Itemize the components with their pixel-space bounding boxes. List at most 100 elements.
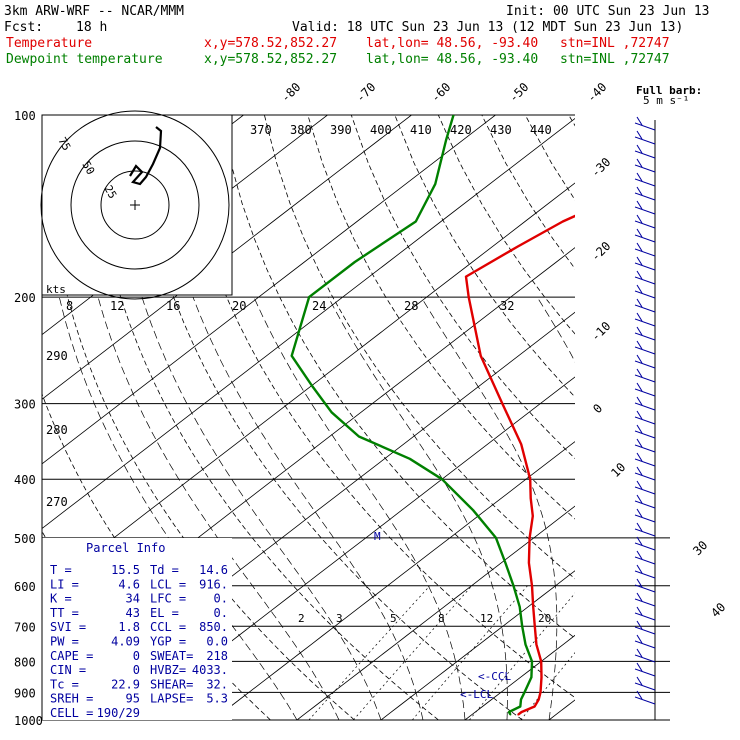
parcel-cell-4-0: SVI = bbox=[50, 620, 86, 634]
theta-label-410: 410 bbox=[410, 123, 432, 137]
temperature-point-21 bbox=[516, 245, 519, 248]
dew-xy: x,y=578.52,852.27 bbox=[204, 52, 337, 67]
dewpoint-point-3 bbox=[520, 698, 522, 701]
temperature-point-19 bbox=[467, 296, 470, 298]
wind-barb-feather bbox=[636, 354, 643, 364]
legend-dewpoint: Dewpoint temperature bbox=[6, 52, 163, 67]
wind-barb bbox=[634, 150, 656, 159]
parcel-info-title: Parcel Info bbox=[86, 541, 165, 555]
temperature-point-17 bbox=[501, 402, 504, 405]
wind-barb-feather bbox=[636, 340, 643, 350]
theta-label-430: 430 bbox=[490, 123, 512, 137]
wind-barb-feather bbox=[636, 298, 643, 308]
parcel-info-background bbox=[42, 538, 232, 720]
wind-barb bbox=[634, 598, 656, 607]
temperature-point-11 bbox=[528, 562, 530, 564]
dewpoint-point-15 bbox=[409, 458, 411, 460]
dewpoint-point-20 bbox=[308, 296, 310, 298]
theta-label-400: 400 bbox=[370, 123, 392, 137]
temperature-point-9 bbox=[532, 606, 534, 608]
temperature-point-20 bbox=[465, 275, 467, 278]
mixing-label-3: 3 bbox=[336, 612, 343, 625]
dewpoint-point-19 bbox=[290, 355, 293, 357]
wind-barb bbox=[634, 178, 656, 187]
pressure-label-500: 500 bbox=[14, 532, 36, 546]
dew-station: stn=INL ,72747 bbox=[560, 52, 670, 67]
pressure-label-300: 300 bbox=[14, 398, 36, 412]
mixing-label-8: 8 bbox=[438, 612, 445, 625]
isotherm-label--70: -70 bbox=[353, 80, 378, 105]
parcel-cell-0-2: Td = bbox=[150, 563, 179, 577]
wind-barb-feather bbox=[636, 606, 643, 616]
dewpoint-point-8 bbox=[521, 625, 523, 628]
wind-barb bbox=[634, 388, 656, 397]
parcel-cell-5-0: PW = bbox=[50, 635, 79, 649]
temperature-point-5 bbox=[540, 676, 543, 679]
parcel-cell-8-3: 32. bbox=[206, 677, 228, 691]
isotherm-label-0: 0 bbox=[590, 401, 605, 416]
wind-barb-feather bbox=[636, 158, 643, 168]
hodograph-ring-3 bbox=[40, 110, 230, 300]
wind-barb-feather bbox=[636, 256, 643, 266]
wind-barb bbox=[634, 514, 656, 523]
wind-barb-feather bbox=[636, 634, 643, 644]
temperature-series bbox=[464, 214, 575, 716]
moist-adiabat-25 bbox=[536, 296, 575, 363]
wind-barb-feather bbox=[636, 480, 643, 490]
wind-barb bbox=[634, 528, 656, 537]
wind-barb-feather bbox=[636, 130, 643, 140]
dewpoint-point-9 bbox=[518, 606, 521, 608]
hodograph-ring-label-75: 75 bbox=[55, 135, 73, 153]
hodograph-ring-label-50: 50 bbox=[79, 159, 97, 177]
wind-barb bbox=[634, 360, 656, 369]
dewpoint-point-24 bbox=[445, 139, 447, 141]
wind-barb bbox=[634, 556, 656, 565]
wind-barb-feather bbox=[636, 676, 643, 686]
dewpoint-point-2 bbox=[519, 705, 522, 708]
temperature-point-3 bbox=[537, 698, 540, 701]
temperature-point-15 bbox=[529, 478, 531, 481]
isotherm-label--20: -20 bbox=[588, 239, 613, 264]
parcel-cell-2-2: LFC = bbox=[150, 592, 186, 606]
wind-barb bbox=[634, 332, 656, 341]
wind-barb bbox=[634, 430, 656, 439]
isotherm-label-30: 30 bbox=[690, 538, 710, 558]
wind-barb-feather bbox=[636, 116, 643, 126]
wind-barb bbox=[634, 374, 656, 383]
wind-barb bbox=[634, 402, 656, 411]
parcel-cell-9-2: LAPSE= bbox=[150, 692, 193, 706]
isotherm--20 bbox=[212, 441, 575, 720]
parcel-cell-1-0: LI = bbox=[50, 577, 79, 591]
dewpoint-line bbox=[290, 115, 534, 716]
isotherm-label-40: 40 bbox=[708, 600, 728, 620]
theta-label-380: 380 bbox=[290, 123, 312, 137]
parcel-cell-8-2: SHEAR= bbox=[150, 677, 193, 691]
parcel-cell-5-1: 4.09 bbox=[111, 635, 140, 649]
dry-adiabat-420 bbox=[699, 115, 740, 720]
temperature-point-4 bbox=[539, 691, 542, 694]
dewpoint-point-1 bbox=[508, 711, 510, 713]
moist-adiabat-35 bbox=[675, 297, 740, 720]
speed-tick-8: 8 bbox=[66, 299, 73, 313]
hodograph-ring-label-25: 25 bbox=[101, 183, 119, 201]
isotherm-10 bbox=[464, 634, 575, 720]
wind-barb-feather bbox=[636, 522, 643, 532]
wind-barb bbox=[634, 192, 656, 201]
temperature-point-14 bbox=[529, 497, 532, 500]
moist-adiabat-10 bbox=[253, 296, 466, 720]
wind-barb-feather bbox=[636, 690, 643, 700]
temperature-point-8 bbox=[534, 625, 536, 628]
parcel-cell-3-3: 0. bbox=[214, 606, 228, 620]
isotherm-label--30: -30 bbox=[588, 155, 613, 180]
dry-adiabat-400 bbox=[612, 115, 740, 720]
parcel-cell-6-1: 0 bbox=[133, 649, 140, 663]
isotherm-label--50: -50 bbox=[506, 80, 531, 105]
wind-barb-feather bbox=[636, 578, 643, 588]
isotherm-label--60: -60 bbox=[428, 80, 453, 105]
wind-barb-feather bbox=[636, 200, 643, 210]
temperature-point-7 bbox=[535, 643, 538, 646]
init-time: Init: 00 UTC Sun 23 Jun 13 bbox=[506, 4, 710, 19]
wind-barb-feather bbox=[636, 144, 643, 154]
mixing-label-12: 12 bbox=[480, 612, 493, 625]
speed-tick-12: 12 bbox=[110, 299, 124, 313]
